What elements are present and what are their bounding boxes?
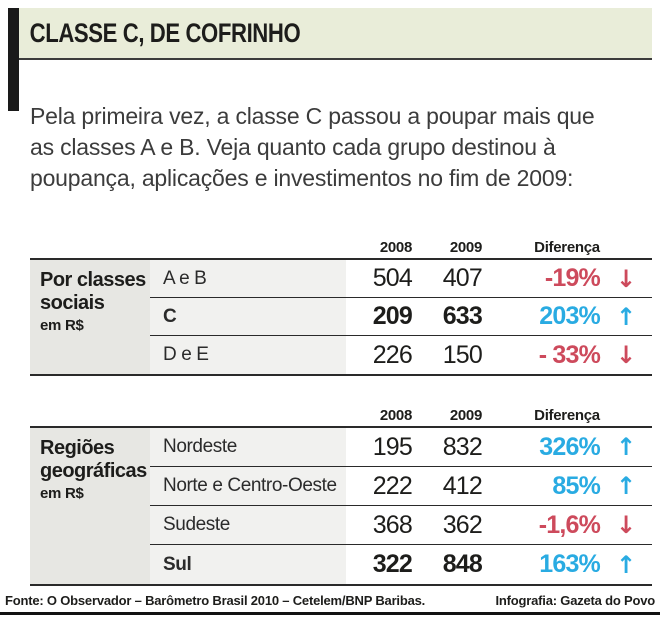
down-arrow-icon: ↓ xyxy=(615,511,637,539)
table-row: Norte e Centro-Oeste 222 412 85% ↑ xyxy=(150,467,652,506)
title-accent-bar xyxy=(8,8,19,111)
value-2008: 226 xyxy=(372,340,413,369)
table-row: Sudeste 368 362 -1,6% ↓ xyxy=(150,506,652,545)
header-banner: CLASSE C, DE COFRINHO xyxy=(19,8,652,60)
up-arrow-icon: ↑ xyxy=(615,550,637,579)
table-row: A e B 504 407 -19% ↓ xyxy=(150,260,652,298)
diff-value: 85% xyxy=(552,471,600,500)
group-label-classes: Por classes sociais em R$ xyxy=(30,260,150,374)
table-row: D e E 226 150 - 33% ↓ xyxy=(150,336,652,374)
source-credit: Fonte: O Observador – Barômetro Brasil 2… xyxy=(5,593,426,608)
group-unit: em R$ xyxy=(40,485,84,502)
up-arrow-icon: ↑ xyxy=(615,433,637,461)
value-2008: 195 xyxy=(372,432,413,461)
table-body: Por classes sociais em R$ A e B 504 407 … xyxy=(30,258,652,376)
column-header-2008: 2008 xyxy=(379,239,412,256)
column-header-2009: 2009 xyxy=(449,407,482,424)
diff-value: -19% xyxy=(544,264,601,292)
column-header-row: 2008 2009 Diferença xyxy=(30,402,652,426)
down-arrow-icon: ↓ xyxy=(615,264,637,293)
group-label-regioes: Regiões geográficas em R$ xyxy=(30,428,150,584)
table-row: Sul 322 848 163% ↑ xyxy=(150,545,652,584)
intro-paragraph: Pela primeira vez, a classe C passou a p… xyxy=(30,103,595,191)
diff-value: - 33% xyxy=(538,340,601,369)
table-row: C 209 633 203% ↑ xyxy=(150,298,652,336)
value-2008: 222 xyxy=(372,471,413,500)
table-rows: Nordeste 195 832 326% ↑ Norte e Centro-O… xyxy=(150,428,652,584)
table-row: Nordeste 195 832 326% ↑ xyxy=(150,428,652,467)
bottom-rule xyxy=(0,612,660,615)
diff-value: 163% xyxy=(539,550,601,578)
column-header-diferenca: Diferença xyxy=(534,239,600,256)
diff-value: 203% xyxy=(539,302,601,330)
value-2008: 504 xyxy=(372,264,413,292)
table-body: Regiões geográficas em R$ Nordeste 195 8… xyxy=(30,426,652,586)
column-header-diferenca: Diferença xyxy=(534,407,600,424)
diff-value: -1,6% xyxy=(538,510,601,539)
value-2008: 368 xyxy=(372,510,413,539)
row-label: Nordeste xyxy=(150,428,346,466)
table-classes-sociais: 2008 2009 Diferença Por classes sociais … xyxy=(30,234,652,376)
group-title: Por classes sociais xyxy=(40,269,146,314)
row-label: Norte e Centro-Oeste xyxy=(150,467,346,505)
column-header-row: 2008 2009 Diferença xyxy=(30,234,652,258)
up-arrow-icon: ↑ xyxy=(615,472,637,500)
value-2009: 832 xyxy=(442,432,483,461)
group-title: Regiões geográficas xyxy=(40,437,147,482)
group-unit: em R$ xyxy=(40,317,84,334)
table-regioes-geograficas: 2008 2009 Diferença Regiões geográficas … xyxy=(30,402,652,586)
row-label: Sudeste xyxy=(150,506,346,544)
value-2008: 322 xyxy=(372,550,413,578)
row-label: D e E xyxy=(150,336,346,374)
table-rows: A e B 504 407 -19% ↓ C 209 633 203% ↑ D … xyxy=(150,260,652,374)
value-2009: 362 xyxy=(442,510,483,539)
value-2009: 848 xyxy=(442,550,483,578)
footer: Fonte: O Observador – Barômetro Brasil 2… xyxy=(5,593,655,608)
up-arrow-icon: ↑ xyxy=(615,302,637,331)
value-2009: 150 xyxy=(442,340,483,369)
value-2009: 633 xyxy=(442,302,483,330)
down-arrow-icon: ↓ xyxy=(615,341,637,369)
infographic-credit: Infografia: Gazeta do Povo xyxy=(495,593,656,608)
diff-value: 326% xyxy=(539,432,601,461)
value-2009: 407 xyxy=(442,264,483,292)
column-header-2009: 2009 xyxy=(449,239,482,256)
value-2009: 412 xyxy=(442,471,483,500)
row-label: Sul xyxy=(150,545,346,584)
row-label: C xyxy=(150,298,346,335)
row-label: A e B xyxy=(150,260,346,297)
value-2008: 209 xyxy=(372,302,413,330)
page-title: CLASSE C, DE COFRINHO xyxy=(29,18,301,48)
column-header-2008: 2008 xyxy=(379,407,412,424)
